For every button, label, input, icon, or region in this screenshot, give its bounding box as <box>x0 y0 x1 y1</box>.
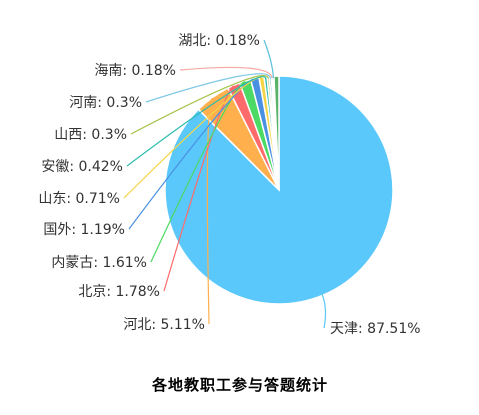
slice-label-9: 河南: 0.3% <box>69 95 142 111</box>
slice-label-7: 安徽: 0.42% <box>41 159 123 175</box>
leader-line-4 <box>150 81 247 263</box>
slice-labels: 天津: 87.51% 河北: 5.11% 北京: 1.78% 内蒙古: 1.61% 国外… <box>38 33 420 337</box>
slice-label-11: 湖北: 0.18% <box>178 33 260 49</box>
leader-line-7 <box>126 76 267 167</box>
slice-label-10: 海南: 0.18% <box>94 63 176 79</box>
slice-label-3: 北京: 1.78% <box>78 284 160 300</box>
leader-line-8 <box>130 75 269 135</box>
leader-line-10 <box>179 66 273 79</box>
chart-title: 各地教职工参与答题统计 <box>151 376 328 394</box>
slice-label-6: 山东: 0.71% <box>38 191 120 207</box>
pie-slices <box>164 75 394 305</box>
leader-line-11 <box>263 39 274 79</box>
slice-label-1: 天津: 87.51% <box>330 321 421 337</box>
leader-line-1 <box>321 293 327 329</box>
label-leader-lines <box>123 39 327 329</box>
pie-slice-12[interactable] <box>273 75 280 191</box>
leader-line-9 <box>145 73 271 103</box>
slice-label-8: 山西: 0.3% <box>54 127 127 143</box>
slice-label-2: 河北: 5.11% <box>123 317 205 333</box>
slice-label-4: 内蒙古: 1.61% <box>51 255 147 271</box>
slice-label-5: 国外: 1.19% <box>43 222 125 238</box>
